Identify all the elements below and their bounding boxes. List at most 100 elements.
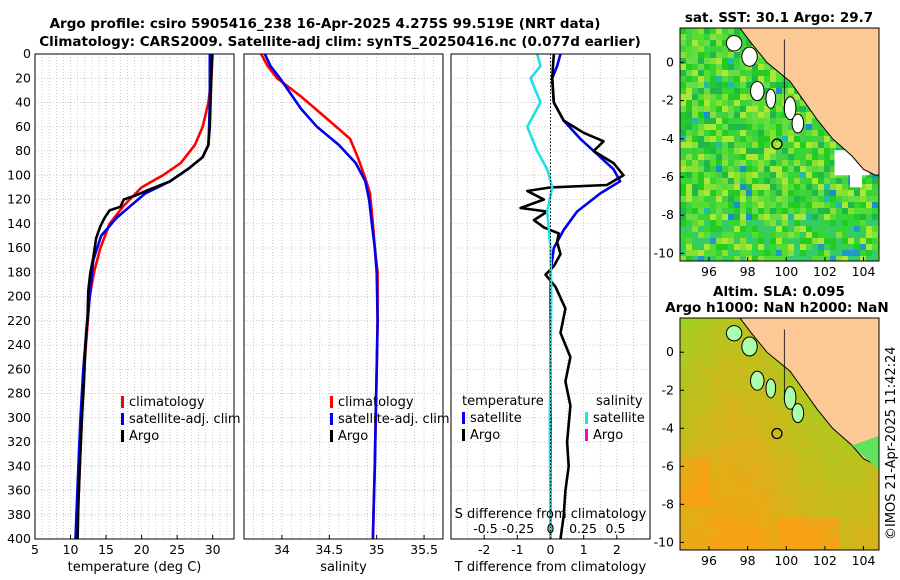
map-cell xyxy=(752,100,759,107)
map-cell xyxy=(722,76,729,83)
map-cell xyxy=(818,142,825,149)
map-cell xyxy=(782,202,789,209)
map-cell xyxy=(870,498,879,509)
map-cell xyxy=(740,196,747,203)
map-cell xyxy=(720,458,731,469)
map-cell xyxy=(870,508,879,519)
map-frame xyxy=(679,27,880,262)
map-cell xyxy=(692,112,699,119)
map-cell xyxy=(720,508,731,519)
map-cell xyxy=(770,458,781,469)
map-cell xyxy=(680,178,687,185)
map-cell xyxy=(740,468,751,479)
map-cell xyxy=(680,438,691,449)
map-cell xyxy=(760,368,771,379)
map-cell xyxy=(720,448,731,459)
map-cell xyxy=(830,488,841,499)
map-cell xyxy=(788,154,795,161)
map-cell xyxy=(818,226,825,233)
map-x-tick-label: 96 xyxy=(701,264,717,279)
map-cell xyxy=(830,184,837,191)
map-cell xyxy=(680,478,691,489)
map-cell xyxy=(700,428,711,439)
map-cell xyxy=(680,378,691,389)
map-cell xyxy=(788,160,795,167)
map-cell xyxy=(746,130,753,137)
map-cell xyxy=(776,130,783,137)
y-tick-label: 120 xyxy=(7,192,31,207)
map-cell xyxy=(700,398,711,409)
map-cell xyxy=(750,508,761,519)
map-cell xyxy=(722,64,729,71)
map-cell xyxy=(812,178,819,185)
map-cell xyxy=(824,220,831,227)
map-cell xyxy=(770,238,777,245)
map-cell xyxy=(746,76,753,83)
map-cell xyxy=(776,106,783,113)
map-cell xyxy=(720,378,731,389)
map-cell xyxy=(794,208,801,215)
map-cell xyxy=(740,418,751,429)
map-cell xyxy=(734,70,741,77)
map-cell xyxy=(710,214,717,221)
map-cell xyxy=(686,130,693,137)
map-cell xyxy=(730,518,741,529)
map-cell xyxy=(788,130,795,137)
map-cell xyxy=(752,154,759,161)
map-cell xyxy=(730,368,741,379)
map-cell xyxy=(854,238,861,245)
map-cell xyxy=(770,172,777,179)
map-cell xyxy=(680,458,691,469)
map-cell xyxy=(840,468,851,479)
map-cell xyxy=(728,166,735,173)
map-cell xyxy=(758,58,765,65)
map-cell xyxy=(722,220,729,227)
map-cell xyxy=(776,202,783,209)
argo-position-marker xyxy=(771,138,783,150)
map-cell xyxy=(776,142,783,149)
map-cell xyxy=(818,244,825,251)
map-cell xyxy=(770,518,781,529)
map-cell xyxy=(818,178,825,185)
map-cell xyxy=(690,378,701,389)
map-cell xyxy=(758,172,765,179)
map-cell xyxy=(866,250,873,257)
map-cell xyxy=(824,178,831,185)
map-cell xyxy=(734,76,741,83)
map-cell xyxy=(824,202,831,209)
map-cell xyxy=(788,232,795,239)
map-cell xyxy=(800,130,807,137)
map-cell xyxy=(776,100,783,107)
map-cell xyxy=(740,448,751,459)
legend-label: Argo xyxy=(470,428,500,443)
map-cell xyxy=(830,538,841,549)
map-cell xyxy=(686,58,693,65)
map-cell xyxy=(800,184,807,191)
map-cell xyxy=(770,438,781,449)
map-cell xyxy=(870,518,879,529)
map-cell xyxy=(776,112,783,119)
map-cell xyxy=(740,408,751,419)
map-cell xyxy=(848,256,855,261)
map-cell xyxy=(872,220,879,227)
map-cell xyxy=(740,518,751,529)
map-cell xyxy=(770,358,781,369)
map-cell xyxy=(734,250,741,257)
map-cell xyxy=(716,136,723,143)
map-cell xyxy=(758,226,765,233)
map-cell xyxy=(800,106,807,113)
map-cell xyxy=(818,190,825,197)
map-cell xyxy=(722,124,729,131)
map-cell xyxy=(728,154,735,161)
map-cell xyxy=(680,40,687,47)
map-cell xyxy=(818,172,825,179)
legend-label: Argo xyxy=(593,428,623,443)
map-cell xyxy=(850,548,861,550)
map-cell xyxy=(842,172,849,179)
map-cell xyxy=(690,468,701,479)
map-cell xyxy=(720,358,731,369)
map-cell xyxy=(764,106,771,113)
map-cell xyxy=(686,34,693,41)
map-cell xyxy=(848,196,855,203)
map-cell xyxy=(776,226,783,233)
